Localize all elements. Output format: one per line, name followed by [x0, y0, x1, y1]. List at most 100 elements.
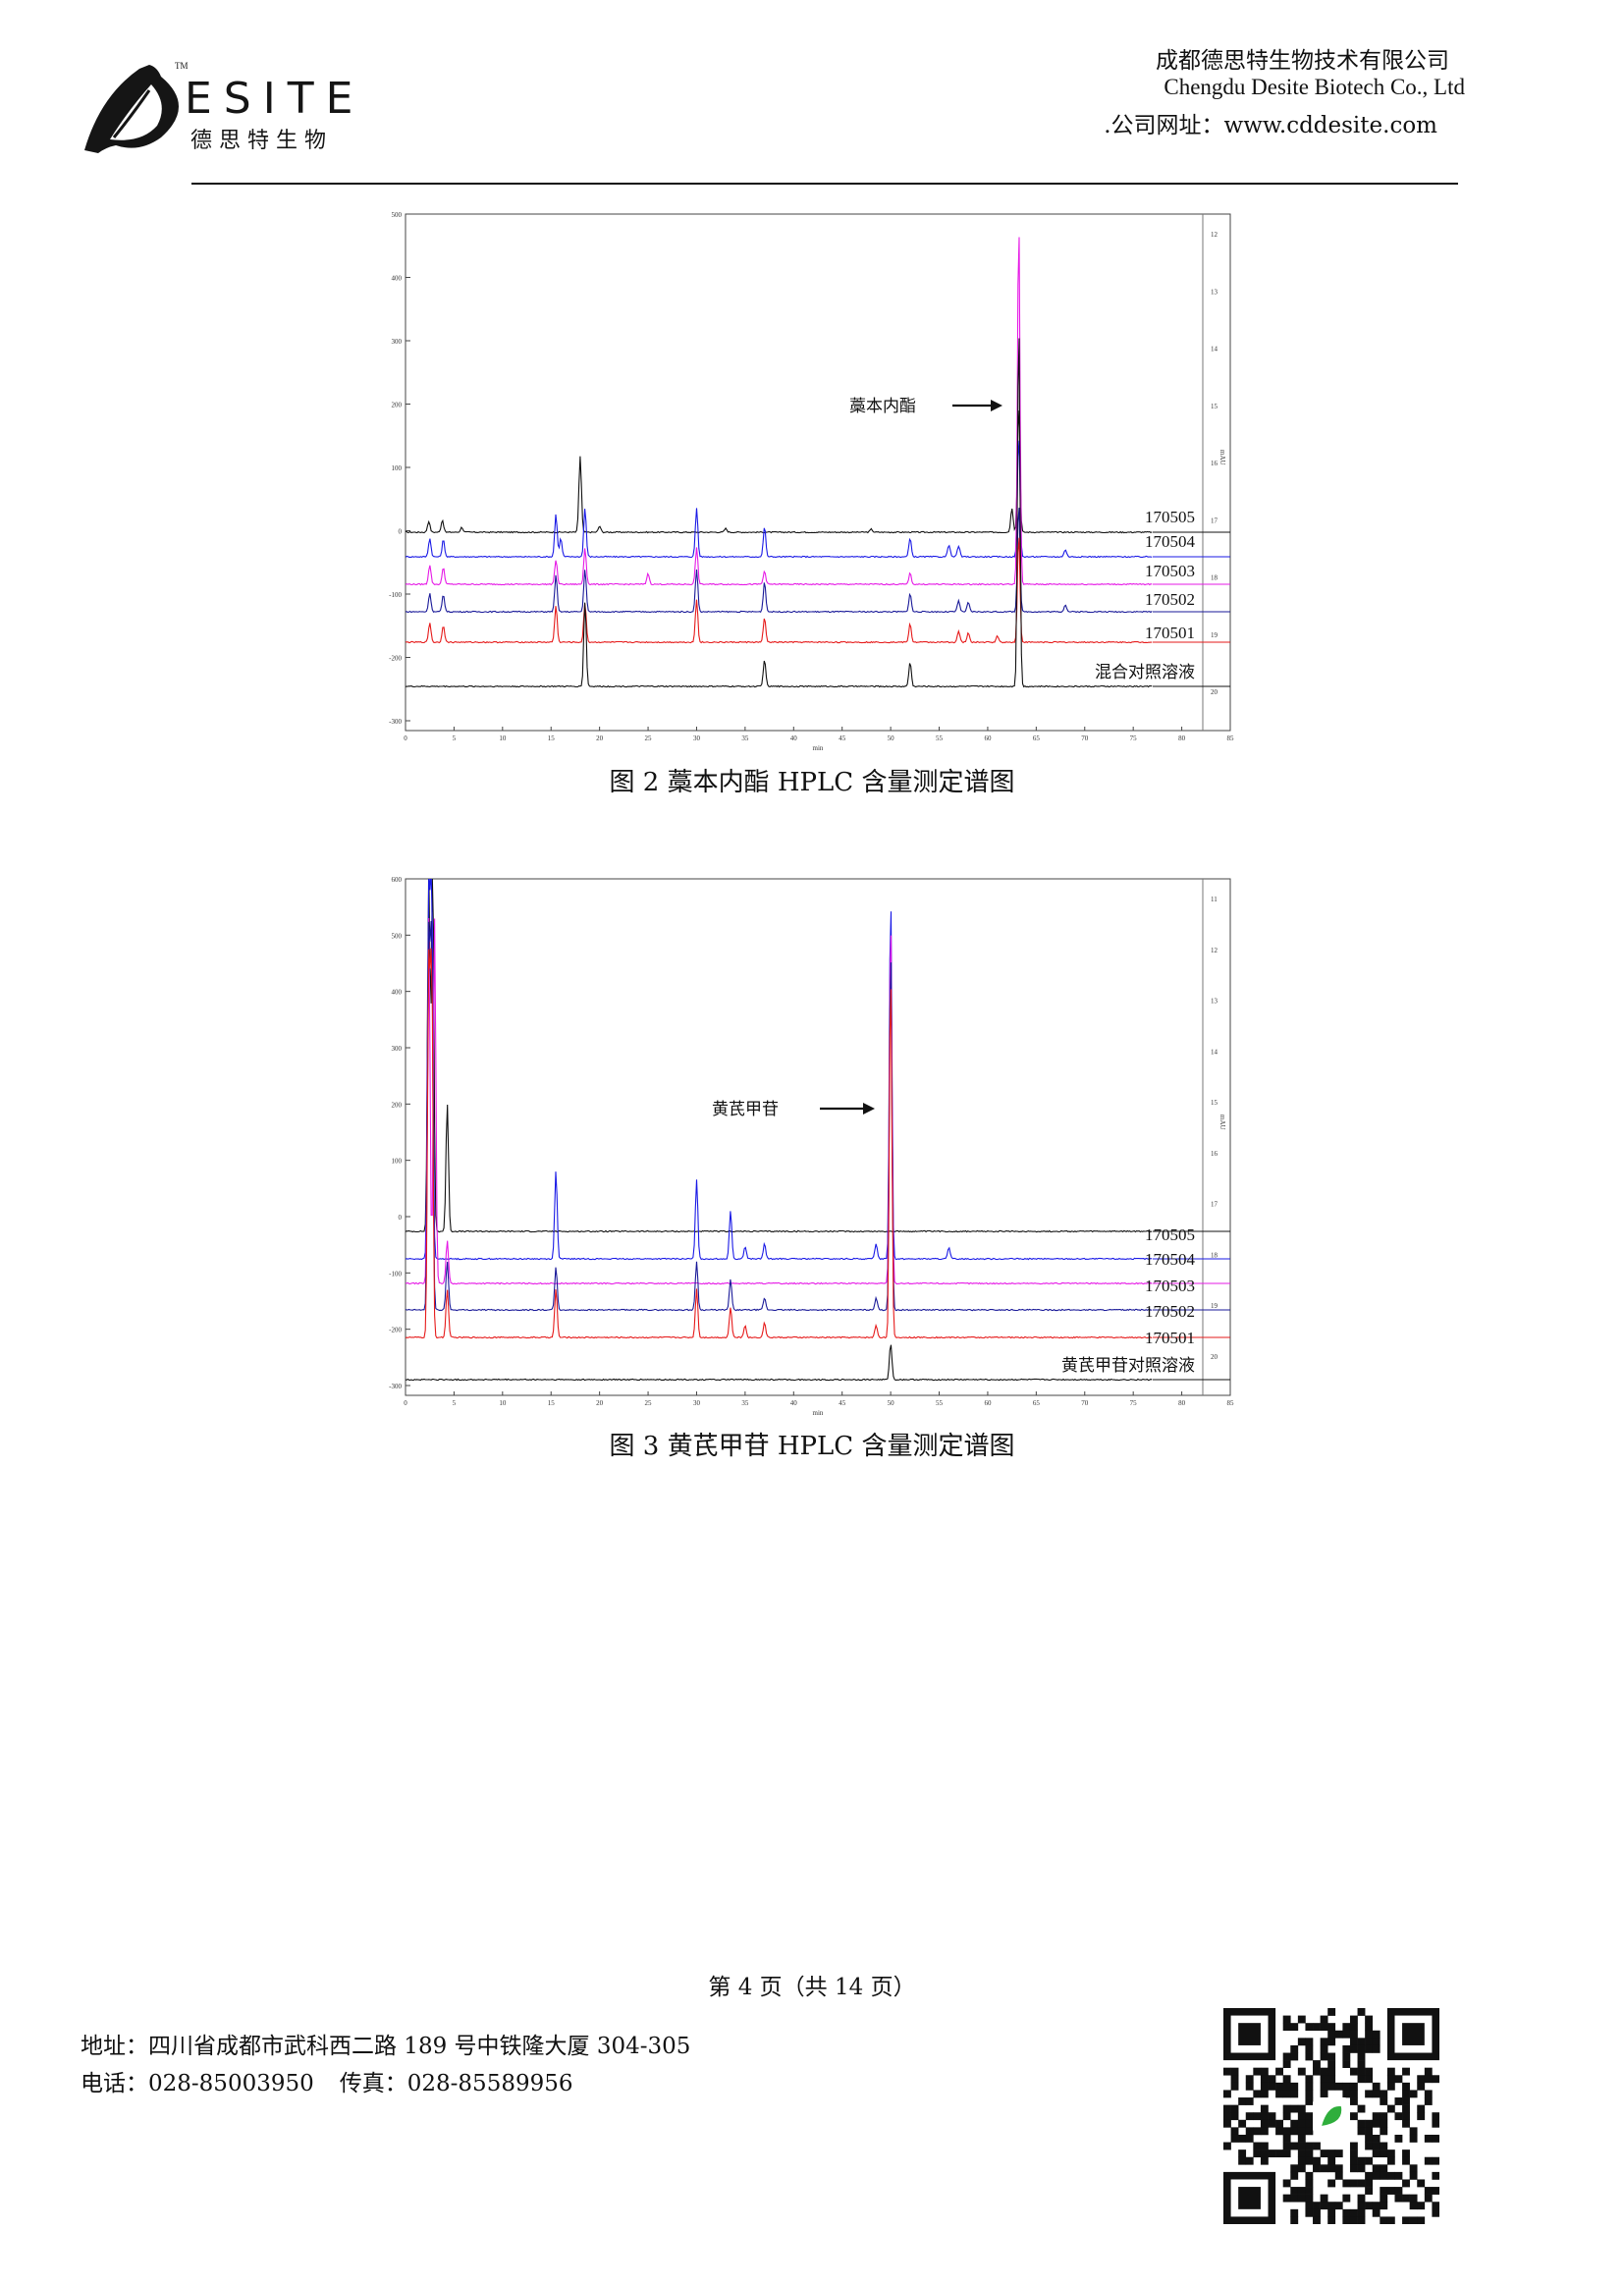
right-tick-label: 20 — [1211, 688, 1218, 696]
y-tick-label: 0 — [399, 528, 403, 536]
right-tick-label: 13 — [1211, 998, 1218, 1006]
footer-contact: 电话：028-85003950 传真：028-85589956 — [81, 2064, 573, 2097]
series-line-3 — [406, 917, 1153, 1285]
y-tick-label: -100 — [389, 591, 402, 599]
right-axis-label: mAU — [1218, 450, 1226, 465]
y-tick-label: -200 — [389, 1327, 402, 1334]
y-tick-label: -300 — [389, 1383, 402, 1390]
x-tick-label: 35 — [741, 1399, 749, 1407]
x-tick-label: 15 — [548, 734, 556, 742]
y-tick-label: -200 — [389, 655, 402, 663]
right-tick-label: 14 — [1211, 346, 1218, 354]
x-tick-label: 40 — [790, 1399, 798, 1407]
x-tick-label: 0 — [404, 1399, 407, 1407]
x-tick-label: 10 — [499, 734, 507, 742]
company-name-en: Chengdu Desite Biotech Co., Ltd — [1164, 75, 1465, 99]
y-tick-label: 600 — [392, 876, 403, 884]
series-label: 170505 — [1145, 1225, 1195, 1244]
x-tick-label: 60 — [984, 734, 992, 742]
series-line-1 — [406, 410, 1153, 534]
y-tick-label: 500 — [392, 932, 403, 940]
series-label: 170504 — [1145, 1250, 1196, 1269]
x-tick-label: 80 — [1178, 1399, 1186, 1407]
series-label: 170504 — [1145, 532, 1196, 551]
right-tick-label: 14 — [1211, 1048, 1218, 1056]
right-tick-label: 17 — [1211, 517, 1218, 524]
series-label: 170502 — [1145, 1302, 1195, 1321]
series-line-4 — [406, 920, 1153, 1312]
x-tick-label: 45 — [839, 734, 846, 742]
series-label: 黄芪甲苷对照溶液 — [1061, 1356, 1195, 1375]
right-tick-label: 20 — [1211, 1353, 1218, 1361]
series-line-2 — [406, 440, 1153, 559]
y-tick-label: -300 — [389, 718, 402, 726]
x-tick-label: 55 — [936, 1399, 944, 1407]
right-tick-label: 12 — [1211, 231, 1218, 239]
x-tick-label: 30 — [693, 1399, 701, 1407]
series-line-6 — [406, 338, 1153, 688]
series-group — [406, 237, 1153, 688]
x-tick-label: 65 — [1033, 734, 1041, 742]
peak-annotation-label: 黄芪甲苷 — [712, 1100, 779, 1119]
x-axis-label: min — [813, 1409, 824, 1417]
arrowhead-icon — [863, 1103, 875, 1115]
y-tick-label: 100 — [392, 1158, 403, 1166]
x-tick-label: 85 — [1227, 1399, 1235, 1407]
header-divider — [191, 183, 1458, 185]
right-tick-label: 17 — [1211, 1201, 1218, 1209]
company-logo: TM ESITE 德 思 特 生 物 — [81, 57, 405, 155]
y-tick-label: -100 — [389, 1270, 402, 1278]
series-line-6 — [406, 1344, 1153, 1382]
x-tick-label: 80 — [1178, 734, 1186, 742]
x-tick-label: 30 — [693, 734, 701, 742]
footer-phone: 电话：028-85003950 — [81, 2071, 314, 2096]
x-tick-label: 5 — [453, 1399, 457, 1407]
series-line-3 — [406, 237, 1153, 586]
series-label: 170503 — [1145, 1277, 1195, 1295]
x-tick-label: 50 — [888, 734, 895, 742]
footer-fax: 传真：028-85589956 — [339, 2071, 573, 2096]
x-tick-label: 20 — [596, 1399, 604, 1407]
x-tick-label: 20 — [596, 734, 604, 742]
company-website: .公司网址：www.cddesite.com — [1104, 113, 1437, 138]
leaf-icon — [1322, 2106, 1342, 2126]
x-tick-label: 40 — [790, 734, 798, 742]
y-tick-label: 0 — [399, 1214, 403, 1222]
right-axis-label: mAU — [1218, 1115, 1226, 1130]
logo-trademark: TM — [175, 61, 189, 71]
x-tick-label: 60 — [984, 1399, 992, 1407]
right-tick-label: 18 — [1211, 574, 1218, 582]
plot-frame — [405, 213, 1231, 732]
right-tick-label: 15 — [1211, 1099, 1218, 1107]
x-tick-label: 85 — [1227, 734, 1235, 742]
series-line-2 — [406, 879, 1153, 1261]
right-tick-label: 15 — [1211, 403, 1218, 410]
x-tick-label: 25 — [645, 734, 653, 742]
series-label: 混合对照溶液 — [1095, 663, 1195, 681]
y-tick-label: 400 — [392, 275, 403, 283]
x-tick-label: 25 — [645, 1399, 653, 1407]
company-name-cn: 成都德思特生物技术有限公司 — [1156, 48, 1449, 74]
right-tick-label: 12 — [1211, 947, 1218, 954]
footer-address: 地址：四川省成都市武科西二路 189 号中铁隆大厦 304-305 — [81, 2034, 691, 2059]
right-tick-label: 16 — [1211, 460, 1218, 467]
y-tick-label: 400 — [392, 989, 403, 997]
peak-annotation-label: 藁本内酯 — [849, 397, 916, 416]
right-tick-label: 11 — [1211, 896, 1218, 903]
x-tick-label: 50 — [888, 1399, 895, 1407]
x-tick-label: 55 — [936, 734, 944, 742]
x-tick-label: 75 — [1130, 734, 1138, 742]
y-tick-label: 300 — [392, 1045, 403, 1053]
right-tick-label: 18 — [1211, 1251, 1218, 1259]
right-tick-label: 19 — [1211, 1302, 1218, 1310]
series-line-1 — [406, 879, 1153, 1233]
x-tick-label: 0 — [404, 734, 407, 742]
x-tick-label: 70 — [1081, 1399, 1089, 1407]
figure-2-caption: 图 2 藁本内酯 HPLC 含量测定谱图 — [609, 768, 1015, 797]
y-tick-label: 500 — [392, 211, 403, 219]
plot-frame — [405, 878, 1231, 1396]
right-tick-label: 16 — [1211, 1150, 1218, 1158]
right-tick-label: 19 — [1211, 631, 1218, 639]
figure-3-caption: 图 3 黄芪甲苷 HPLC 含量测定谱图 — [609, 1432, 1015, 1461]
x-tick-label: 70 — [1081, 734, 1089, 742]
